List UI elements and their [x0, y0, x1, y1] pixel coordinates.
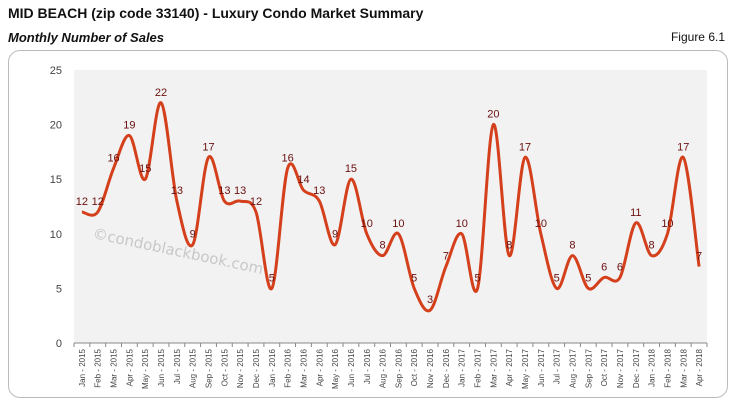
x-tick-label: Apr - 2017 — [505, 348, 514, 386]
x-tick-label: Nov - 2015 — [236, 348, 245, 388]
x-tick-label: Oct - 2015 — [220, 348, 229, 386]
x-tick-label: Mar - 2016 — [299, 348, 308, 387]
x-tick-label: Apr - 2018 — [695, 348, 704, 386]
x-tick-label: Nov - 2017 — [616, 348, 625, 388]
data-label: 20 — [487, 109, 499, 121]
x-tick-label: Feb - 2017 — [474, 348, 483, 387]
data-label: 8 — [569, 240, 575, 252]
data-label: 12 — [92, 196, 104, 208]
data-label: 14 — [297, 174, 309, 186]
x-tick-label: Feb - 2018 — [663, 348, 672, 387]
x-tick-label: Jun - 2015 — [157, 348, 166, 386]
data-label: 15 — [345, 163, 357, 175]
data-label: 10 — [661, 218, 673, 230]
x-tick-label: Feb - 2015 — [94, 348, 103, 387]
data-label: 12 — [250, 196, 262, 208]
x-tick-label: Jan - 2015 — [78, 348, 87, 386]
data-label: 17 — [202, 141, 214, 153]
data-label: 16 — [107, 152, 119, 164]
y-tick-label: 5 — [56, 283, 62, 295]
x-tick-label: Aug - 2017 — [568, 348, 577, 388]
x-tick-label: Mar - 2015 — [110, 348, 119, 387]
x-tick-label: Aug - 2015 — [189, 348, 198, 388]
y-tick-label: 10 — [50, 229, 62, 241]
x-tick-label: Apr - 2015 — [125, 348, 134, 386]
x-tick-label: Feb - 2016 — [284, 348, 293, 387]
x-tick-label: Sep - 2017 — [584, 348, 593, 388]
x-tick-label: Jul - 2017 — [553, 348, 562, 384]
data-label: 8 — [380, 240, 386, 252]
data-label: 8 — [649, 240, 655, 252]
data-label: 9 — [190, 229, 196, 241]
x-tick-label: Oct - 2017 — [600, 348, 609, 386]
x-tick-label: Nov - 2016 — [426, 348, 435, 388]
figure-label: Figure 6.1 — [670, 30, 725, 44]
chart-frame — [8, 50, 728, 398]
data-label: 16 — [282, 152, 294, 164]
x-tick-label: Jan - 2016 — [268, 348, 277, 386]
data-label: 10 — [361, 218, 373, 230]
data-label: 9 — [332, 229, 338, 241]
y-tick-label: 0 — [56, 338, 62, 350]
y-tick-label: 25 — [50, 65, 62, 77]
data-label: 5 — [269, 272, 275, 284]
x-tick-label: Dec - 2017 — [632, 348, 641, 388]
data-label: 6 — [601, 261, 607, 273]
x-tick-label: Jan - 2018 — [648, 348, 657, 386]
data-label: 10 — [535, 218, 547, 230]
x-tick-label: May - 2016 — [331, 348, 340, 389]
data-label: 3 — [427, 294, 433, 306]
x-tick-label: Apr - 2016 — [315, 348, 324, 386]
data-label: 13 — [313, 185, 325, 197]
chart-subtitle: Monthly Number of Sales — [8, 30, 165, 45]
data-label: 10 — [456, 218, 468, 230]
data-label: 19 — [123, 120, 135, 132]
series-line — [81, 101, 701, 313]
data-label: 5 — [554, 272, 560, 284]
data-label: 6 — [617, 261, 623, 273]
data-label: 13 — [171, 185, 183, 197]
data-label: 5 — [585, 272, 591, 284]
data-label: 22 — [155, 87, 167, 99]
x-tick-label: Jul - 2016 — [363, 348, 372, 384]
x-tick-label: Mar - 2018 — [679, 348, 688, 387]
y-tick-label: 15 — [50, 174, 62, 186]
data-label: 5 — [474, 272, 480, 284]
x-tick-label: Oct - 2016 — [410, 348, 419, 386]
data-label: 17 — [519, 141, 531, 153]
x-tick-label: Mar - 2017 — [489, 348, 498, 387]
page-title: MID BEACH (zip code 33140) - Luxury Cond… — [8, 5, 424, 21]
x-tick-label: May - 2017 — [521, 348, 530, 389]
data-label: 12 — [76, 196, 88, 208]
x-tick-label: Sep - 2016 — [394, 348, 403, 388]
x-tick-label: Jan - 2017 — [458, 348, 467, 386]
x-tick-label: Sep - 2015 — [205, 348, 214, 388]
data-label: 13 — [218, 185, 230, 197]
y-tick-label: 20 — [50, 120, 62, 132]
data-label: 5 — [411, 272, 417, 284]
x-tick-label: Jun - 2016 — [347, 348, 356, 386]
data-label: 7 — [443, 251, 449, 263]
data-label: 7 — [696, 251, 702, 263]
data-label: 10 — [392, 218, 404, 230]
x-tick-label: May - 2015 — [141, 348, 150, 389]
x-tick-label: Dec - 2015 — [252, 348, 261, 388]
data-label: 11 — [630, 207, 641, 219]
x-tick-label: Jul - 2015 — [173, 348, 182, 384]
data-label: 17 — [677, 141, 689, 153]
data-label: 15 — [139, 163, 151, 175]
x-tick-label: Jun - 2017 — [537, 348, 546, 386]
data-label: 8 — [506, 240, 512, 252]
x-tick-label: Aug - 2016 — [379, 348, 388, 388]
x-tick-label: Dec - 2016 — [442, 348, 451, 388]
plot-area — [74, 70, 707, 343]
data-label: 13 — [234, 185, 246, 197]
